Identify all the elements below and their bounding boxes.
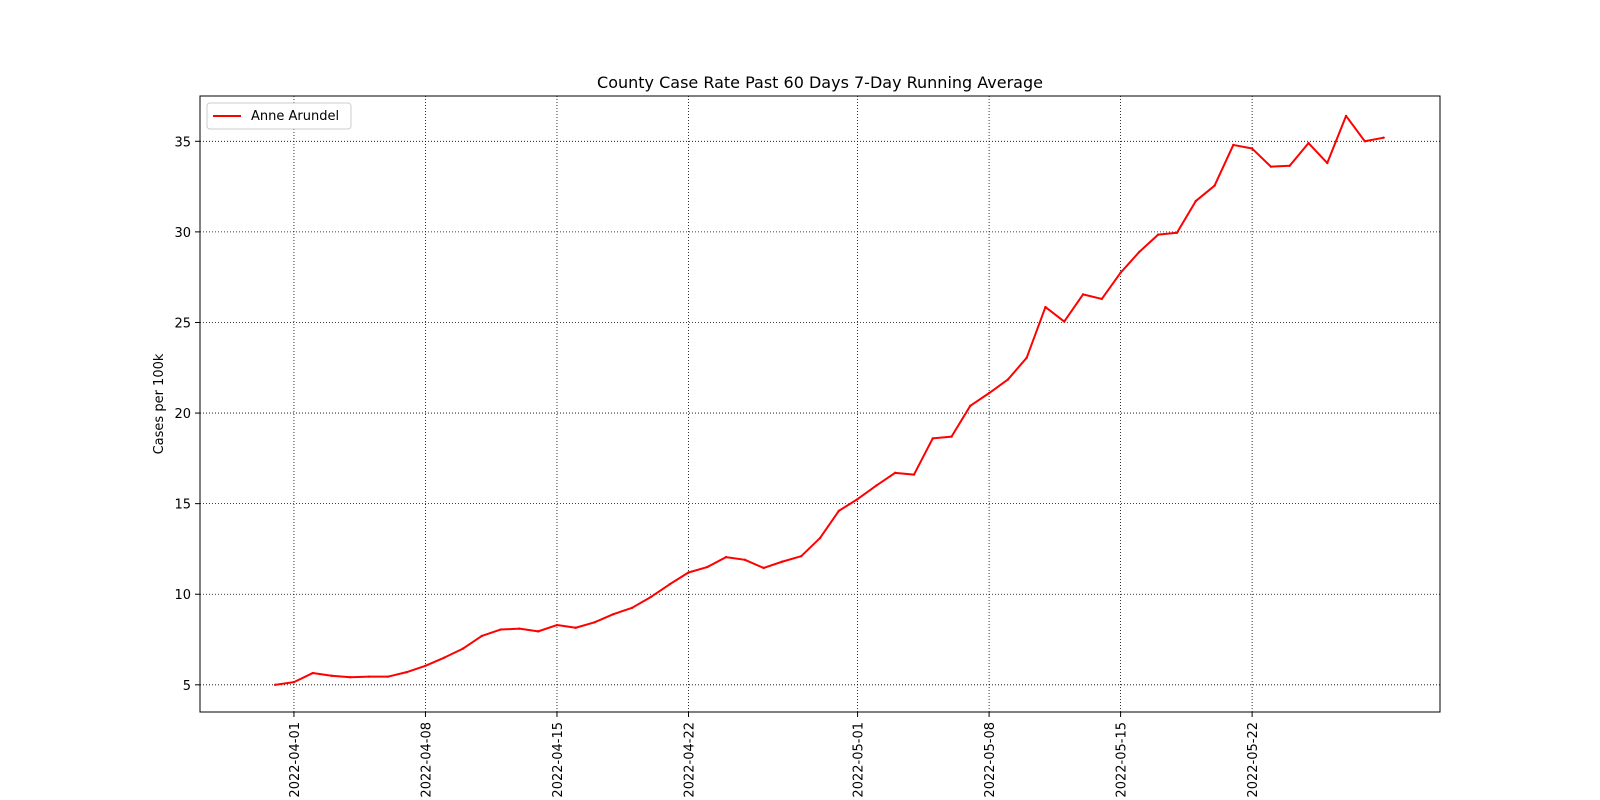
data-point: [931, 437, 934, 440]
data-point: [1175, 231, 1179, 234]
series-line: [275, 114, 1384, 686]
data-point: [1307, 141, 1310, 145]
data-point: [969, 404, 972, 408]
data-point: [1100, 297, 1104, 301]
data-point: [1326, 161, 1329, 165]
data-point: [818, 536, 822, 540]
data-point: [273, 683, 277, 687]
data-point: [706, 565, 709, 569]
data-point: [912, 473, 916, 476]
data-point: [762, 566, 765, 570]
legend-box: [206, 102, 352, 130]
y-tick-label: 15: [174, 498, 191, 513]
data-point: [461, 647, 465, 650]
data-point: [875, 484, 878, 487]
plot-frame: [199, 95, 1441, 713]
data-point: [893, 471, 897, 475]
data-point: [424, 664, 427, 667]
data-point: [311, 671, 314, 675]
x-tick-label: 2022-05-08: [983, 722, 998, 798]
data-point: [1081, 293, 1085, 296]
data-point: [405, 670, 408, 674]
data-point: [1344, 114, 1348, 118]
x-tick-label: 2022-04-01: [288, 722, 303, 798]
data-point: [724, 555, 728, 559]
data-point: [349, 676, 352, 679]
grid: [200, 96, 1440, 712]
data-point: [1382, 136, 1385, 139]
data-point: [1288, 164, 1291, 167]
x-tick-label: 2022-05-01: [852, 722, 867, 798]
data-point: [292, 680, 296, 684]
data-point: [574, 626, 577, 629]
x-tick-label: 2022-05-15: [1115, 722, 1130, 798]
data-point: [536, 630, 540, 633]
data-point: [480, 634, 484, 638]
data-point: [593, 621, 596, 624]
data-point: [1044, 305, 1047, 309]
x-tick-label: 2022-04-08: [419, 722, 434, 798]
x-axis: 2022-04-01 2022-04-08 2022-04-15 2022-04-22…: [288, 712, 1261, 798]
data-point: [612, 612, 615, 616]
x-tick-label: 2022-04-15: [551, 722, 566, 798]
data-point: [1119, 271, 1122, 274]
data-point: [555, 623, 559, 627]
x-tick-label: 2022-04-22: [682, 722, 697, 798]
data-point: [1269, 165, 1273, 168]
data-point: [1232, 143, 1235, 147]
data-point: [856, 497, 859, 501]
data-point: [781, 560, 784, 563]
series-layer: [273, 114, 1385, 687]
data-point: [1363, 140, 1367, 143]
y-tick-label: 35: [174, 135, 191, 150]
data-point: [1194, 199, 1197, 203]
data-point: [330, 674, 333, 677]
data-point: [1063, 320, 1066, 323]
data-point: [687, 571, 690, 574]
y-tick-label: 20: [174, 407, 191, 422]
y-tick-label: 10: [174, 588, 191, 603]
y-axis: 5 10 15 20 25 30 35: [174, 135, 200, 694]
data-point: [443, 656, 446, 659]
data-point: [499, 628, 502, 631]
y-axis-label: Cases per 100k: [152, 353, 167, 454]
data-point: [367, 675, 371, 678]
y-tick-label: 25: [174, 316, 191, 331]
x-tick-label: 2022-05-22: [1246, 722, 1261, 798]
legend-label: Anne Arundel: [251, 109, 339, 124]
data-point: [1006, 378, 1010, 381]
data-point: [1025, 356, 1028, 359]
y-tick-label: 5: [183, 679, 191, 694]
data-point: [1138, 250, 1141, 254]
data-point: [837, 509, 840, 513]
legend: Anne Arundel: [206, 102, 352, 130]
data-point: [1250, 147, 1254, 150]
y-tick-label: 30: [174, 226, 191, 241]
data-point: [518, 627, 521, 630]
data-point: [987, 391, 991, 395]
chart-title: County Case Rate Past 60 Days 7-Day Runn…: [597, 73, 1043, 92]
data-point: [743, 558, 747, 562]
data-point: [800, 554, 803, 558]
data-point: [668, 583, 671, 586]
data-point: [386, 675, 390, 678]
data-point: [630, 606, 634, 610]
data-point: [950, 435, 953, 438]
data-point: [1213, 184, 1216, 187]
data-point: [649, 595, 653, 599]
data-point: [1156, 233, 1160, 236]
